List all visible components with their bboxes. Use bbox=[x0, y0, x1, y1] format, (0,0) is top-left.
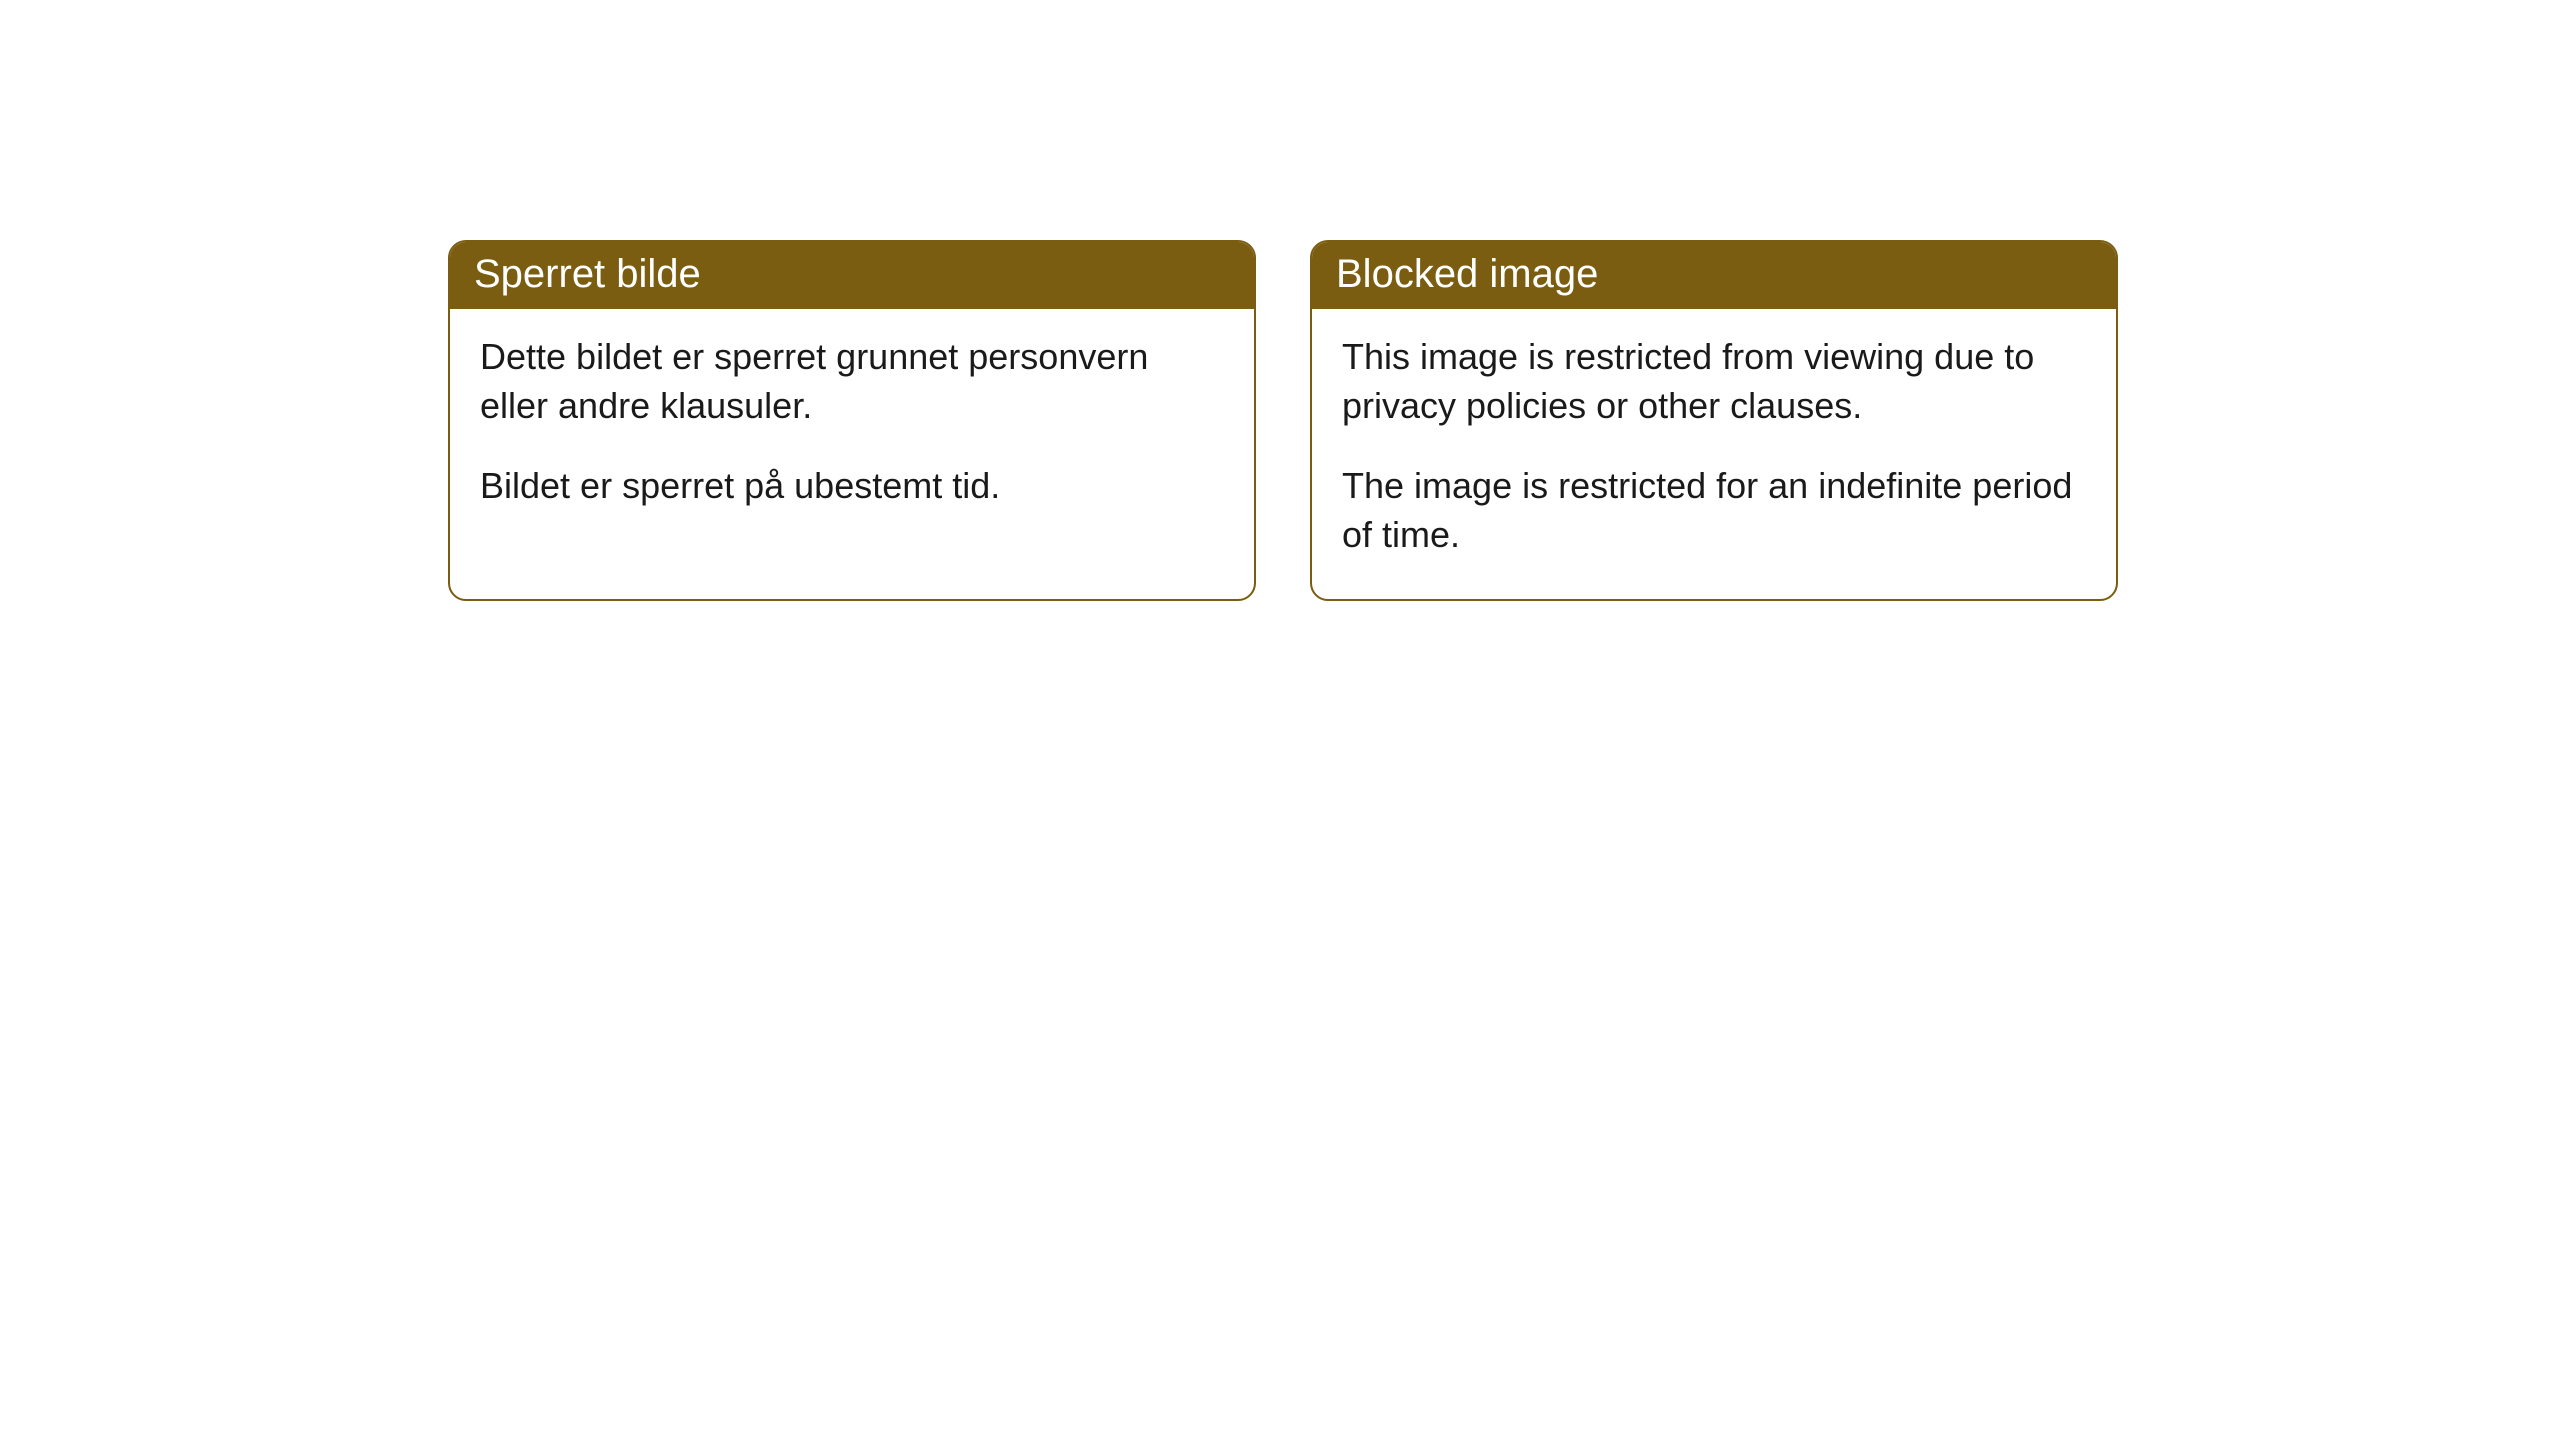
card-body: Dette bildet er sperret grunnet personve… bbox=[450, 309, 1254, 551]
card-paragraph: The image is restricted for an indefinit… bbox=[1342, 462, 2086, 559]
card-paragraph: This image is restricted from viewing du… bbox=[1342, 333, 2086, 430]
card-title: Sperret bilde bbox=[474, 252, 701, 296]
card-header: Sperret bilde bbox=[450, 242, 1254, 309]
cards-container: Sperret bilde Dette bildet er sperret gr… bbox=[448, 240, 2118, 601]
card-paragraph: Dette bildet er sperret grunnet personve… bbox=[480, 333, 1224, 430]
card-header: Blocked image bbox=[1312, 242, 2116, 309]
card-title: Blocked image bbox=[1336, 252, 1598, 296]
card-body: This image is restricted from viewing du… bbox=[1312, 309, 2116, 599]
blocked-image-card-english: Blocked image This image is restricted f… bbox=[1310, 240, 2118, 601]
card-paragraph: Bildet er sperret på ubestemt tid. bbox=[480, 462, 1224, 511]
blocked-image-card-norwegian: Sperret bilde Dette bildet er sperret gr… bbox=[448, 240, 1256, 601]
